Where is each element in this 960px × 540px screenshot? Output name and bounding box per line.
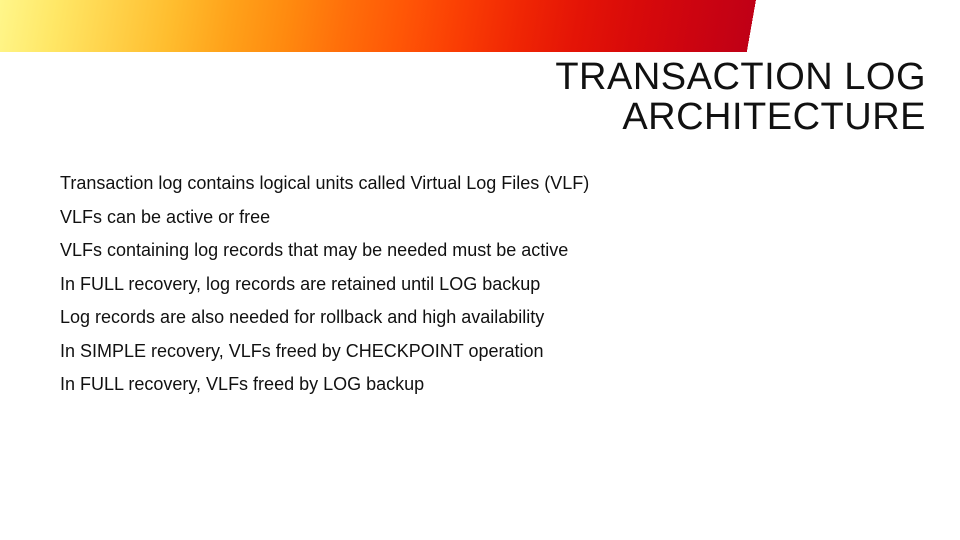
body-line: VLFs containing log records that may be … [60, 239, 900, 262]
body-line: In FULL recovery, VLFs freed by LOG back… [60, 373, 900, 396]
body-line: Log records are also needed for rollback… [60, 306, 900, 329]
body-line: Transaction log contains logical units c… [60, 172, 900, 195]
title-line-1: TRANSACTION LOG [555, 56, 926, 98]
title-line-2: ARCHITECTURE [622, 96, 926, 138]
slide-title: TRANSACTION LOG ARCHITECTURE [555, 58, 926, 138]
accent-bar [0, 0, 960, 52]
body-line: In FULL recovery, log records are retain… [60, 273, 900, 296]
body-text: Transaction log contains logical units c… [60, 172, 900, 407]
body-line: VLFs can be active or free [60, 206, 900, 229]
body-line: In SIMPLE recovery, VLFs freed by CHECKP… [60, 340, 900, 363]
